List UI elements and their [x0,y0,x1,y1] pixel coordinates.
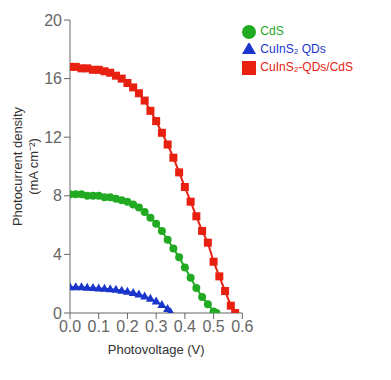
svg-text:4: 4 [53,246,62,263]
svg-text:Photovoltage (V): Photovoltage (V) [108,342,205,357]
svg-text:0: 0 [53,305,62,322]
svg-text:20: 20 [44,12,62,29]
svg-text:Photocurrent density(mA cm⁻²): Photocurrent density(mA cm⁻²) [10,106,41,226]
svg-text:0.4: 0.4 [174,318,196,335]
html-text:CdS: CdS [260,24,284,38]
svg-text:12: 12 [44,129,62,146]
svg-text:0.1: 0.1 [88,318,110,335]
svg-text:0.3: 0.3 [145,318,167,335]
html-text:CuInS₂-QDs/CdS: CuInS₂-QDs/CdS [260,60,353,74]
svg-text:16: 16 [44,70,62,87]
svg-text:0.5: 0.5 [202,318,224,335]
svg-text:0.2: 0.2 [116,318,138,335]
html-text:CuInS₂ QDs: CuInS₂ QDs [260,42,326,56]
svg-text:0.6: 0.6 [231,318,253,335]
svg-text:8: 8 [53,187,62,204]
svg-text:0.0: 0.0 [59,318,81,335]
